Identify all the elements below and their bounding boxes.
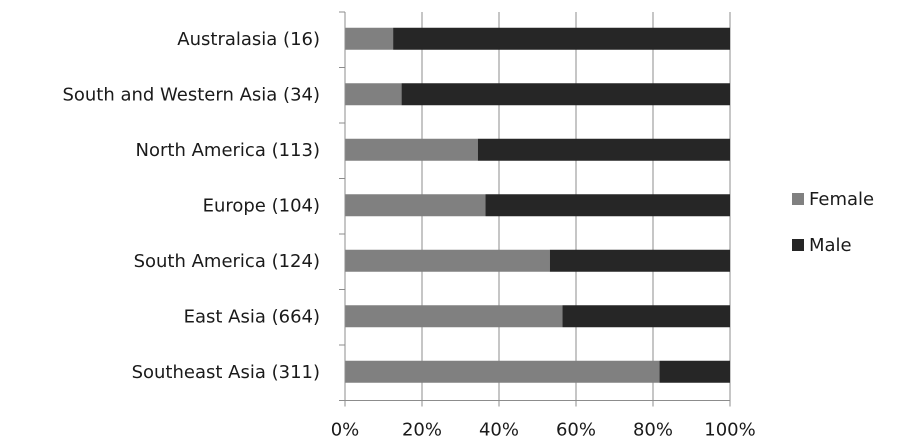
- category-label: Europe (104): [203, 195, 320, 216]
- bar-female: [345, 194, 486, 217]
- x-tick-label: 0%: [331, 420, 360, 441]
- legend-label: Male: [809, 235, 852, 256]
- bar-male: [485, 194, 730, 217]
- bar-male: [562, 305, 730, 328]
- x-tick-label: 20%: [402, 420, 442, 441]
- bar-female: [345, 305, 563, 328]
- category-label: Australasia (16): [177, 29, 320, 50]
- x-tick-label: 60%: [556, 420, 596, 441]
- bar-female: [345, 360, 660, 383]
- x-axis: 0% 20% 40% 60% 80% 100%: [331, 400, 756, 441]
- bar-male: [393, 27, 730, 50]
- legend: Female Male: [792, 189, 874, 256]
- bar-male: [549, 249, 730, 272]
- y-axis: Australasia (16) South and Western Asia (…: [62, 11, 346, 401]
- bar-male: [477, 138, 730, 161]
- category-label: North America (113): [136, 140, 320, 161]
- legend-swatch-male: [792, 239, 804, 251]
- x-tick-label: 40%: [479, 420, 519, 441]
- bar-female: [345, 138, 478, 161]
- x-tick-label: 80%: [633, 420, 673, 441]
- bar-female: [345, 27, 394, 50]
- bar-male: [401, 83, 730, 106]
- category-label: South and Western Asia (34): [62, 84, 320, 105]
- category-label: South America (124): [134, 251, 320, 272]
- category-label: Southeast Asia (311): [132, 362, 320, 383]
- bar-female: [345, 249, 550, 272]
- bar-female: [345, 83, 402, 106]
- legend-label: Female: [809, 189, 874, 210]
- bar-male: [659, 360, 730, 383]
- legend-swatch-female: [792, 193, 804, 205]
- x-tick-label: 100%: [704, 420, 755, 441]
- category-label: East Asia (664): [184, 306, 320, 327]
- bars: [345, 27, 730, 383]
